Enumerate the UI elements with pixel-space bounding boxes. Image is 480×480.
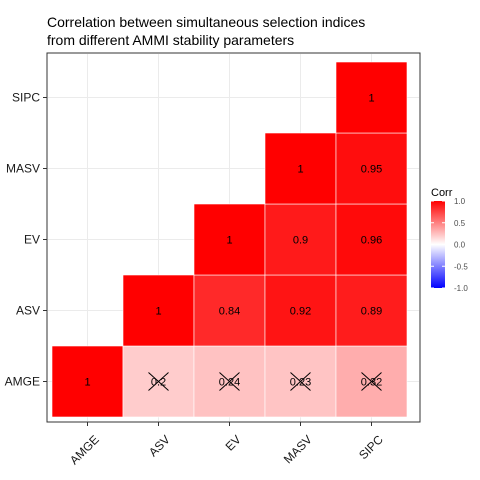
- cell-sipc-ev: [335, 203, 408, 276]
- x-tick-label-ev: EV: [223, 432, 244, 453]
- cell-label-ev-asv: 0.84: [219, 306, 240, 318]
- legend-tick-label: 0.5: [454, 219, 466, 228]
- y-tick-label-ev: EV: [24, 233, 40, 247]
- cell-masv-masv: [264, 132, 337, 205]
- cell-amge-amge: [51, 345, 124, 418]
- cell-label-sipc-asv: 0.89: [361, 306, 382, 318]
- cell-sipc-asv: [335, 274, 408, 347]
- insignificant-cross-ev-amge: [219, 372, 240, 391]
- cell-sipc-sipc: [335, 61, 408, 134]
- cell-ev-ev: [193, 203, 266, 276]
- y-tick-label-sipc: SIPC: [12, 91, 40, 105]
- legend-title: Corr: [431, 187, 453, 199]
- chart-title-line-2: from different AMMI stability parameters: [47, 32, 294, 48]
- cell-label-asv-asv: 1: [155, 306, 161, 318]
- cell-labels: 1 0.2 0.24 0.23 0.321 0.84 0.92 0.891 0.9 0.961 0.…: [84, 93, 382, 391]
- y-axis: AMGE ASV EV MASV SIPC: [5, 91, 47, 389]
- cell-label-masv-amge: 0.23: [290, 377, 311, 389]
- cell-label-ev-ev: 1: [226, 235, 232, 247]
- cell-label-masv-asv: 0.92: [290, 306, 311, 318]
- cell-label-ev-amge: 0.24: [219, 377, 240, 389]
- x-axis: AMGE ASV EV MASV SIPC: [67, 422, 386, 467]
- legend-tick-label: 1.0: [454, 197, 466, 206]
- cell-label-masv-masv: 1: [297, 164, 303, 176]
- y-tick-label-amge: AMGE: [5, 375, 40, 389]
- cell-label-sipc-ev: 0.96: [361, 235, 382, 247]
- x-tick-label-amge: AMGE: [67, 432, 102, 467]
- legend-tick-label: -1.0: [454, 284, 468, 293]
- cell-label-masv-ev: 0.9: [293, 235, 308, 247]
- x-tick-label-masv: MASV: [281, 432, 315, 466]
- cell-asv-asv: [122, 274, 195, 347]
- insignificant-cross-asv-amge: [148, 372, 169, 391]
- x-tick-label-asv: ASV: [146, 432, 173, 459]
- cell-masv-asv: [264, 274, 337, 347]
- y-tick-label-masv: MASV: [6, 162, 40, 176]
- cell-label-sipc-masv: 0.95: [361, 164, 382, 176]
- cell-label-sipc-amge: 0.32: [361, 377, 382, 389]
- insignificant-cross-masv-amge: [290, 372, 311, 391]
- chart-title-line-1: Correlation between simultaneous selecti…: [47, 14, 365, 30]
- x-tick-label-sipc: SIPC: [356, 432, 386, 462]
- chart-title: Correlation between simultaneous selecti…: [47, 14, 369, 48]
- cell-label-sipc-sipc: 1: [368, 93, 374, 105]
- cell-masv-ev: [264, 203, 337, 276]
- legend-colorbar: [431, 201, 445, 288]
- y-tick-label-asv: ASV: [16, 304, 40, 318]
- legend-tick-label: -0.5: [454, 262, 468, 271]
- legend-tick-label: 0.0: [454, 241, 466, 250]
- cell-ev-asv: [193, 274, 266, 347]
- insignificant-cross-sipc-amge: [361, 372, 382, 391]
- cell-label-amge-amge: 1: [84, 377, 90, 389]
